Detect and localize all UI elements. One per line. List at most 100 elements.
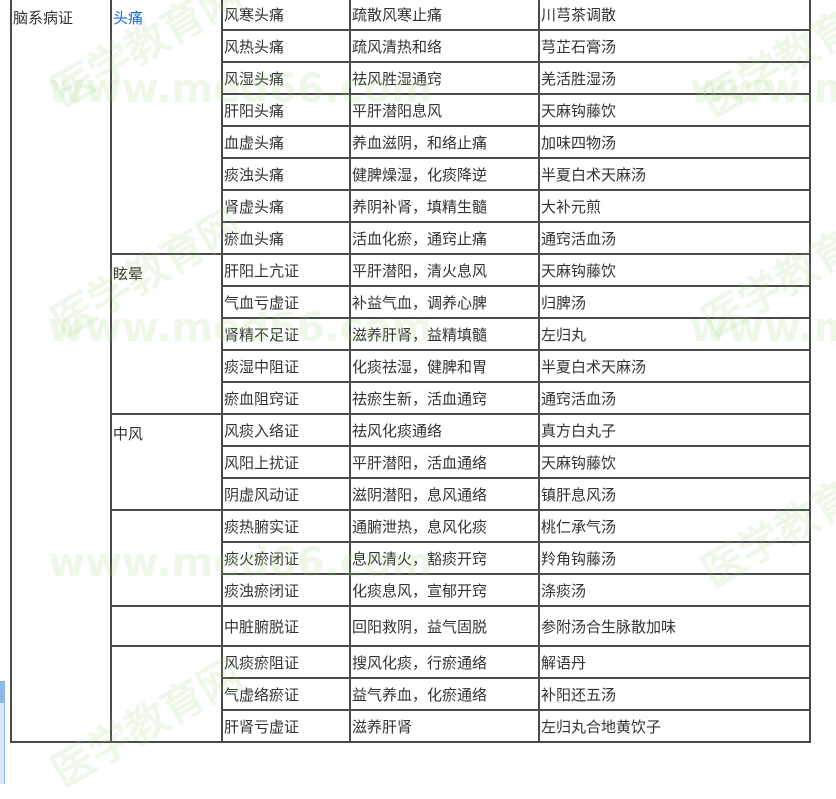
table-row: 风湿头痛 祛风胜湿通窍 羌活胜湿汤	[11, 61, 811, 95]
treatment-cell: 通腑泄热，息风化痰	[349, 509, 540, 543]
table-row: 肾虚头痛 养阴补肾，填精生髓 大补元煎	[11, 189, 811, 223]
syndrome-cell: 气虚络瘀证	[221, 677, 351, 711]
syndrome-cell: 肝肾亏虚证	[221, 709, 351, 743]
formula-cell: 通窍活血汤	[538, 221, 811, 255]
formula-cell: 解语丹	[538, 645, 811, 679]
table-row: 痰浊头痛 健脾燥湿，化痰降逆 半夏白术天麻汤	[11, 157, 811, 191]
syndrome-cell: 风痰入络证	[221, 413, 351, 447]
treatment-cell: 回阳救阴，益气固脱	[349, 605, 540, 647]
syndrome-cell: 痰湿中阻证	[221, 349, 351, 383]
table-row: 肝肾亏虚证 滋养肝肾 左归丸合地黄饮子	[11, 709, 811, 743]
syndrome-cell: 瘀血阻窍证	[221, 381, 351, 415]
treatment-cell: 息风清火，豁痰开窍	[349, 541, 540, 575]
syndrome-cell: 风痰瘀阻证	[221, 645, 351, 679]
treatment-cell: 搜风化痰，行瘀通络	[349, 645, 540, 679]
formula-cell: 羚角钩藤汤	[538, 541, 811, 575]
treatment-cell: 滋养肝肾	[349, 709, 540, 743]
table-row: 肾精不足证 滋养肝肾，益精填髓 左归丸	[11, 317, 811, 351]
treatment-cell: 化痰祛湿，健脾和胃	[349, 349, 540, 383]
sidebar-accent	[0, 681, 5, 784]
syndrome-cell: 痰热腑实证	[221, 509, 351, 543]
formula-cell: 补阳还五汤	[538, 677, 811, 711]
treatment-cell: 养阴补肾，填精生髓	[349, 189, 540, 223]
table-row: 痰浊瘀闭证 化痰息风，宣郁开窍 涤痰汤	[11, 573, 811, 607]
syndrome-table: 脑系病证 头痛 风寒头痛 疏散风寒止痛 川芎茶调散 风热头痛 疏风清热和络 芎芷石膏汤 风湿头痛…	[10, 0, 811, 743]
treatment-cell: 补益气血，调养心脾	[349, 285, 540, 319]
syndrome-cell: 肾精不足证	[221, 317, 351, 351]
treatment-cell: 滋阴潜阳，息风通络	[349, 477, 540, 511]
table-row: 瘀血阻窍证 祛瘀生新，活血通窍 通窍活血汤	[11, 381, 811, 415]
treatment-cell: 益气养血，化瘀通络	[349, 677, 540, 711]
formula-cell: 羌活胜湿汤	[538, 61, 811, 95]
treatment-cell: 疏散风寒止痛	[349, 0, 540, 31]
formula-cell: 天麻钩藤饮	[538, 253, 811, 287]
formula-cell: 半夏白术天麻汤	[538, 349, 811, 383]
treatment-cell: 平肝潜阳，活血通络	[349, 445, 540, 479]
table-row: 风痰瘀阻证 搜风化痰，行瘀通络 解语丹	[11, 645, 811, 743]
table-row: 痰湿中阻证 化痰祛湿，健脾和胃 半夏白术天麻汤	[11, 349, 811, 383]
formula-cell: 镇肝息风汤	[538, 477, 811, 511]
table-row: 风热头痛 疏风清热和络 芎芷石膏汤	[11, 29, 811, 63]
treatment-cell: 疏风清热和络	[349, 29, 540, 63]
syndrome-cell: 痰浊瘀闭证	[221, 573, 351, 607]
formula-cell: 左归丸合地黄饮子	[538, 709, 811, 743]
table-row: 中风 风痰入络证 祛风化痰通络 真方白丸子	[11, 413, 811, 511]
formula-cell: 涤痰汤	[538, 573, 811, 607]
formula-cell: 半夏白术天麻汤	[538, 157, 811, 191]
table-row: 阴虚风动证 滋阴潜阳，息风通络 镇肝息风汤	[11, 477, 811, 511]
syndrome-cell: 痰火瘀闭证	[221, 541, 351, 575]
formula-cell: 桃仁承气汤	[538, 509, 811, 543]
treatment-cell: 祛瘀生新，活血通窍	[349, 381, 540, 415]
syndrome-cell: 风热头痛	[221, 29, 351, 63]
treatment-cell: 平肝潜阳息风	[349, 93, 540, 127]
disease-cell: 眩晕	[110, 253, 223, 415]
syndrome-cell: 肾虚头痛	[221, 189, 351, 223]
treatment-cell: 活血化瘀，通窍止痛	[349, 221, 540, 255]
formula-cell: 大补元煎	[538, 189, 811, 223]
treatment-cell: 健脾燥湿，化痰降逆	[349, 157, 540, 191]
treatment-cell: 化痰息风，宣郁开窍	[349, 573, 540, 607]
disease-cell: 中风	[110, 413, 223, 511]
syndrome-cell: 肝阳上亢证	[221, 253, 351, 287]
syndrome-cell: 瘀血头痛	[221, 221, 351, 255]
formula-cell: 参附汤合生脉散加味	[538, 605, 811, 647]
syndrome-cell: 血虚头痛	[221, 125, 351, 159]
syndrome-cell: 气血亏虚证	[221, 285, 351, 319]
table-row: 中脏腑脱证 回阳救阴，益气固脱 参附汤合生脉散加味	[11, 605, 811, 647]
table-row: 气虚络瘀证 益气养血，化瘀通络 补阳还五汤	[11, 677, 811, 711]
category-cell: 脑系病证	[10, 0, 112, 743]
table-row: 血虚头痛 养血滋阴，和络止痛 加味四物汤	[11, 125, 811, 159]
syndrome-cell: 痰浊头痛	[221, 157, 351, 191]
table-row: 眩晕 肝阳上亢证 平肝潜阳，清火息风 天麻钩藤饮	[11, 253, 811, 415]
table-row: 风阳上扰证 平肝潜阳，活血通络 天麻钩藤饮	[11, 445, 811, 479]
formula-cell: 通窍活血汤	[538, 381, 811, 415]
table-row: 痰热腑实证 通腑泄热，息风化痰 桃仁承气汤	[11, 509, 811, 607]
table-row: 气血亏虚证 补益气血，调养心脾 归脾汤	[11, 285, 811, 319]
syndrome-cell: 风阳上扰证	[221, 445, 351, 479]
table-row: 肝阳头痛 平肝潜阳息风 天麻钩藤饮	[11, 93, 811, 127]
formula-cell: 芎芷石膏汤	[538, 29, 811, 63]
syndrome-cell: 肝阳头痛	[221, 93, 351, 127]
disease-cell[interactable]: 头痛	[110, 0, 223, 255]
formula-cell: 左归丸	[538, 317, 811, 351]
treatment-cell: 祛风胜湿通窍	[349, 61, 540, 95]
formula-cell: 归脾汤	[538, 285, 811, 319]
formula-cell: 真方白丸子	[538, 413, 811, 447]
formula-cell: 川芎茶调散	[538, 0, 811, 31]
table-row: 脑系病证 头痛 风寒头痛 疏散风寒止痛 川芎茶调散	[10, 0, 811, 743]
syndrome-cell: 风寒头痛	[221, 0, 351, 31]
treatment-cell: 滋养肝肾，益精填髓	[349, 317, 540, 351]
formula-cell: 加味四物汤	[538, 125, 811, 159]
treatment-cell: 养血滋阴，和络止痛	[349, 125, 540, 159]
disease-cell	[110, 509, 223, 607]
treatment-cell: 祛风化痰通络	[349, 413, 540, 447]
treatment-cell: 平肝潜阳，清火息风	[349, 253, 540, 287]
disease-cell	[110, 605, 223, 647]
table-row: 瘀血头痛 活血化瘀，通窍止痛 通窍活血汤	[11, 221, 811, 255]
syndrome-cell: 风湿头痛	[221, 61, 351, 95]
table-row: 痰火瘀闭证 息风清火，豁痰开窍 羚角钩藤汤	[11, 541, 811, 575]
syndrome-cell: 中脏腑脱证	[221, 605, 351, 647]
disease-cell	[110, 645, 223, 743]
syndrome-cell: 阴虚风动证	[221, 477, 351, 511]
formula-cell: 天麻钩藤饮	[538, 93, 811, 127]
